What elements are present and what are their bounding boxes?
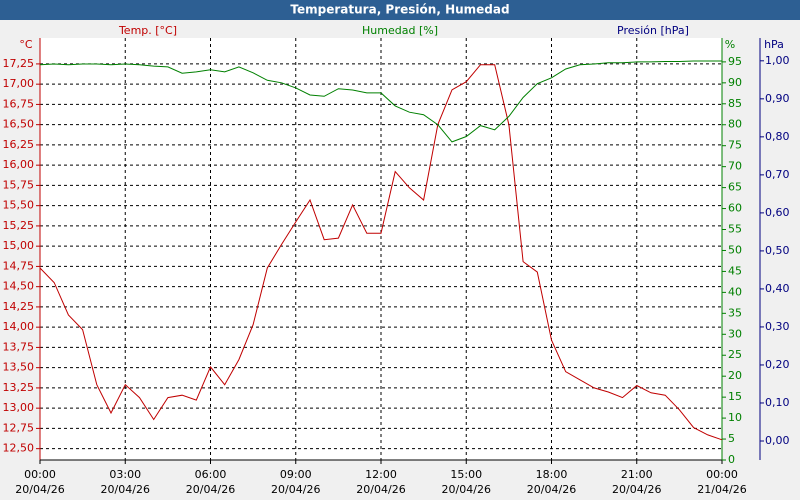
x-tick-label: 15:00 xyxy=(450,468,482,481)
y3-tick-label: 0,00 xyxy=(765,434,790,447)
y3-tick-label: 0,70 xyxy=(765,168,790,181)
y3-tick-label: 1,00 xyxy=(765,54,790,67)
x-tick-label: 21:00 xyxy=(621,468,653,481)
x-tick-label: 12:00 xyxy=(365,468,397,481)
x-tick-label: 20/04/26 xyxy=(15,483,64,496)
y2-tick-label: 50 xyxy=(728,243,742,256)
series-line xyxy=(39,64,723,441)
y-tick-label: 16,75 xyxy=(3,97,35,110)
y-tick-label: 13,00 xyxy=(3,401,35,414)
y-tick-label: 16,50 xyxy=(3,118,35,131)
y2-tick-label: 40 xyxy=(728,285,742,298)
x-tick-label: 20/04/26 xyxy=(527,483,576,496)
series-line xyxy=(39,60,722,143)
y-tick-label: 17,25 xyxy=(3,57,35,70)
y-axis-unit: °C xyxy=(19,38,33,51)
y3-tick-label: 0,60 xyxy=(765,206,790,219)
y-tick-label: 15,75 xyxy=(3,178,35,191)
title-bar xyxy=(0,0,800,20)
y2-tick-label: 60 xyxy=(728,202,742,215)
x-tick-label: 20/04/26 xyxy=(442,483,491,496)
y2-axis-unit: % xyxy=(725,38,735,51)
x-tick-label: 09:00 xyxy=(280,468,312,481)
x-tick-label: 18:00 xyxy=(536,468,568,481)
y-tick-label: 15,50 xyxy=(3,199,35,212)
y2-tick-label: 10 xyxy=(728,411,742,424)
legend-pressure: Presión [hPa] xyxy=(617,24,689,37)
y-tick-label: 14,25 xyxy=(3,300,35,313)
y3-tick-label: 0,10 xyxy=(765,396,790,409)
y2-tick-label: 0 xyxy=(728,453,735,466)
x-tick-label: 20/04/26 xyxy=(101,483,150,496)
y-tick-label: 15,25 xyxy=(3,219,35,232)
x-tick-label: 20/04/26 xyxy=(356,483,405,496)
y2-tick-label: 85 xyxy=(728,97,742,110)
y3-tick-label: 0,90 xyxy=(765,92,790,105)
y3-axis-unit: hPa xyxy=(764,38,784,51)
y-tick-label: 13,25 xyxy=(3,381,35,394)
x-tick-label: 03:00 xyxy=(109,468,141,481)
x-tick-label: 20/04/26 xyxy=(271,483,320,496)
y-tick-label: 13,50 xyxy=(3,361,35,374)
x-tick-label: 00:00 xyxy=(706,468,738,481)
x-tick-label: 20/04/26 xyxy=(186,483,235,496)
y-tick-label: 12,75 xyxy=(3,421,35,434)
y2-tick-label: 90 xyxy=(728,76,742,89)
x-tick-label: 20/04/26 xyxy=(612,483,661,496)
y-tick-label: 17,00 xyxy=(3,77,35,90)
y3-tick-label: 0,30 xyxy=(765,320,790,333)
y2-tick-label: 35 xyxy=(728,306,742,319)
legend-temp: Temp. [°C] xyxy=(118,24,177,37)
y3-tick-label: 0,40 xyxy=(765,282,790,295)
y2-tick-label: 20 xyxy=(728,369,742,382)
legend-humidity: Humedad [%] xyxy=(362,24,438,37)
y2-tick-label: 5 xyxy=(728,432,735,445)
y-tick-label: 16,00 xyxy=(3,158,35,171)
chart-title: Temperatura, Presión, Humedad xyxy=(290,3,509,17)
y2-tick-label: 75 xyxy=(728,139,742,152)
y3-tick-label: 0,80 xyxy=(765,130,790,143)
y-tick-label: 14,50 xyxy=(3,280,35,293)
x-tick-label: 00:00 xyxy=(24,468,56,481)
y-tick-label: 12,50 xyxy=(3,442,35,455)
y2-tick-label: 55 xyxy=(728,223,742,236)
y-tick-label: 14,75 xyxy=(3,259,35,272)
y2-tick-label: 95 xyxy=(728,55,742,68)
y3-tick-label: 0,50 xyxy=(765,244,790,257)
y2-tick-label: 15 xyxy=(728,390,742,403)
x-tick-label: 06:00 xyxy=(195,468,227,481)
y2-tick-label: 65 xyxy=(728,181,742,194)
y2-tick-label: 30 xyxy=(728,327,742,340)
x-tick-label: 21/04/26 xyxy=(697,483,746,496)
y2-tick-label: 80 xyxy=(728,118,742,131)
y-tick-label: 15,00 xyxy=(3,239,35,252)
y-tick-label: 16,25 xyxy=(3,138,35,151)
y-tick-label: 14,00 xyxy=(3,320,35,333)
y2-tick-label: 70 xyxy=(728,160,742,173)
y3-tick-label: 0,20 xyxy=(765,358,790,371)
y-tick-label: 13,75 xyxy=(3,340,35,353)
y2-tick-label: 25 xyxy=(728,348,742,361)
y2-tick-label: 45 xyxy=(728,264,742,277)
